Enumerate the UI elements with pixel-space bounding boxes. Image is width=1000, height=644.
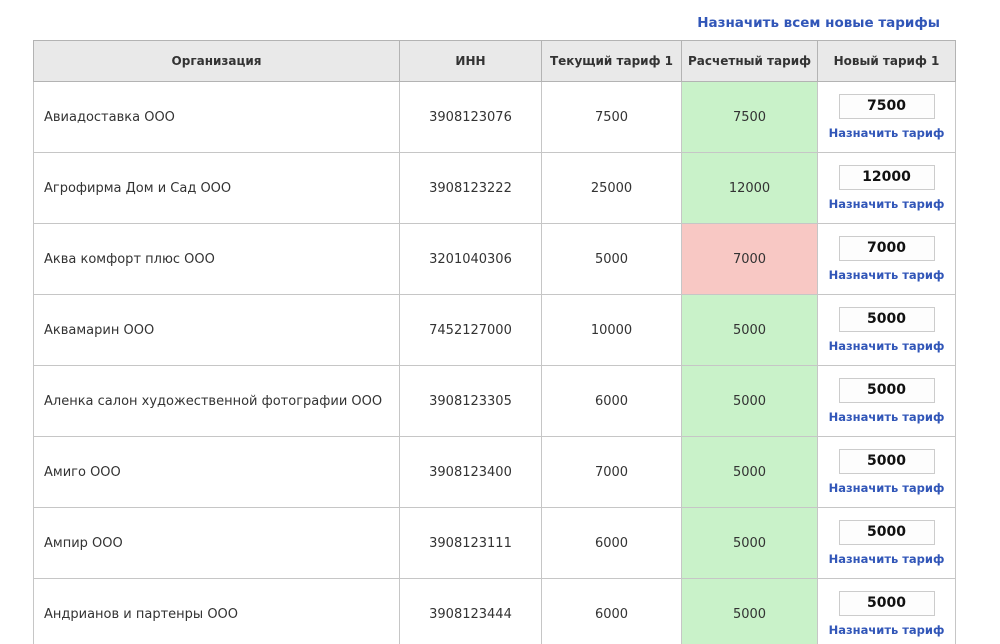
assign-all-tariffs-link[interactable]: Назначить всем новые тарифы [697,15,940,31]
header-organization: Организация [33,40,400,82]
table-row: Авиадоставка ООО 3908123076 7500 7500 На… [33,81,956,153]
current-tariff-cell: 7000 [541,436,682,508]
new-tariff-cell: Назначить тариф [817,578,956,644]
inn-cell: 3908123222 [399,152,542,224]
new-tariff-cell: Назначить тариф [817,436,956,508]
new-tariff-cell: Назначить тариф [817,294,956,366]
inn-cell: 3908123305 [399,365,542,437]
new-tariff-input[interactable] [838,93,935,119]
table-row: Аквамарин ООО 7452127000 10000 5000 Назн… [33,294,956,366]
new-tariff-input[interactable] [838,306,935,332]
assign-tariff-link[interactable]: Назначить тариф [828,267,945,282]
table-row: Аленка салон художественной фотографии О… [33,365,956,437]
current-tariff-cell: 25000 [541,152,682,224]
calculated-tariff-cell: 5000 [681,365,818,437]
organization-cell: Авиадоставка ООО [33,81,400,153]
inn-cell: 3908123076 [399,81,542,153]
table-header-row: Организация ИНН Текущий тариф 1 Расчетны… [33,40,956,82]
new-tariff-cell: Назначить тариф [817,365,956,437]
new-tariff-input[interactable] [838,235,935,261]
new-tariff-cell: Назначить тариф [817,152,956,224]
toolbar: Назначить всем новые тарифы [697,12,940,31]
organization-cell: Агрофирма Дом и Сад ООО [33,152,400,224]
inn-cell: 3908123111 [399,507,542,579]
new-tariff-input[interactable] [838,377,935,403]
new-tariff-cell: Назначить тариф [817,507,956,579]
table-row: Амиго ООО 3908123400 7000 5000 Назначить… [33,436,956,508]
current-tariff-cell: 6000 [541,365,682,437]
header-new-tariff: Новый тариф 1 [817,40,956,82]
calculated-tariff-cell: 7000 [681,223,818,295]
table-row: Андрианов и партенры ООО 3908123444 6000… [33,578,956,644]
table-row: Ампир ООО 3908123111 6000 5000 Назначить… [33,507,956,579]
calculated-tariff-cell: 12000 [681,152,818,224]
assign-tariff-link[interactable]: Назначить тариф [828,409,945,424]
new-tariff-input[interactable] [838,448,935,474]
current-tariff-cell: 6000 [541,578,682,644]
calculated-tariff-cell: 5000 [681,436,818,508]
calculated-tariff-cell: 5000 [681,578,818,644]
new-tariff-cell: Назначить тариф [817,81,956,153]
table-row: Аква комфорт плюс ООО 3201040306 5000 70… [33,223,956,295]
organization-cell: Андрианов и партенры ООО [33,578,400,644]
current-tariff-cell: 7500 [541,81,682,153]
new-tariff-input[interactable] [838,519,935,545]
calculated-tariff-cell: 7500 [681,81,818,153]
inn-cell: 3201040306 [399,223,542,295]
assign-tariff-link[interactable]: Назначить тариф [828,480,945,495]
new-tariff-input[interactable] [838,590,935,616]
assign-tariff-link[interactable]: Назначить тариф [828,125,945,140]
header-current-tariff: Текущий тариф 1 [541,40,682,82]
header-inn: ИНН [399,40,542,82]
inn-cell: 7452127000 [399,294,542,366]
organization-cell: Аква комфорт плюс ООО [33,223,400,295]
inn-cell: 3908123400 [399,436,542,508]
current-tariff-cell: 6000 [541,507,682,579]
inn-cell: 3908123444 [399,578,542,644]
new-tariff-cell: Назначить тариф [817,223,956,295]
organization-cell: Аквамарин ООО [33,294,400,366]
current-tariff-cell: 10000 [541,294,682,366]
calculated-tariff-cell: 5000 [681,294,818,366]
new-tariff-input[interactable] [838,164,935,190]
header-calculated-tariff: Расчетный тариф [681,40,818,82]
assign-tariff-link[interactable]: Назначить тариф [828,338,945,353]
current-tariff-cell: 5000 [541,223,682,295]
table-row: Агрофирма Дом и Сад ООО 3908123222 25000… [33,152,956,224]
calculated-tariff-cell: 5000 [681,507,818,579]
assign-tariff-link[interactable]: Назначить тариф [828,196,945,211]
assign-tariff-link[interactable]: Назначить тариф [828,622,945,637]
organization-cell: Амиго ООО [33,436,400,508]
assign-tariff-link[interactable]: Назначить тариф [828,551,945,566]
organization-cell: Аленка салон художественной фотографии О… [33,365,400,437]
organization-cell: Ампир ООО [33,507,400,579]
tariffs-table: Организация ИНН Текущий тариф 1 Расчетны… [33,40,956,644]
